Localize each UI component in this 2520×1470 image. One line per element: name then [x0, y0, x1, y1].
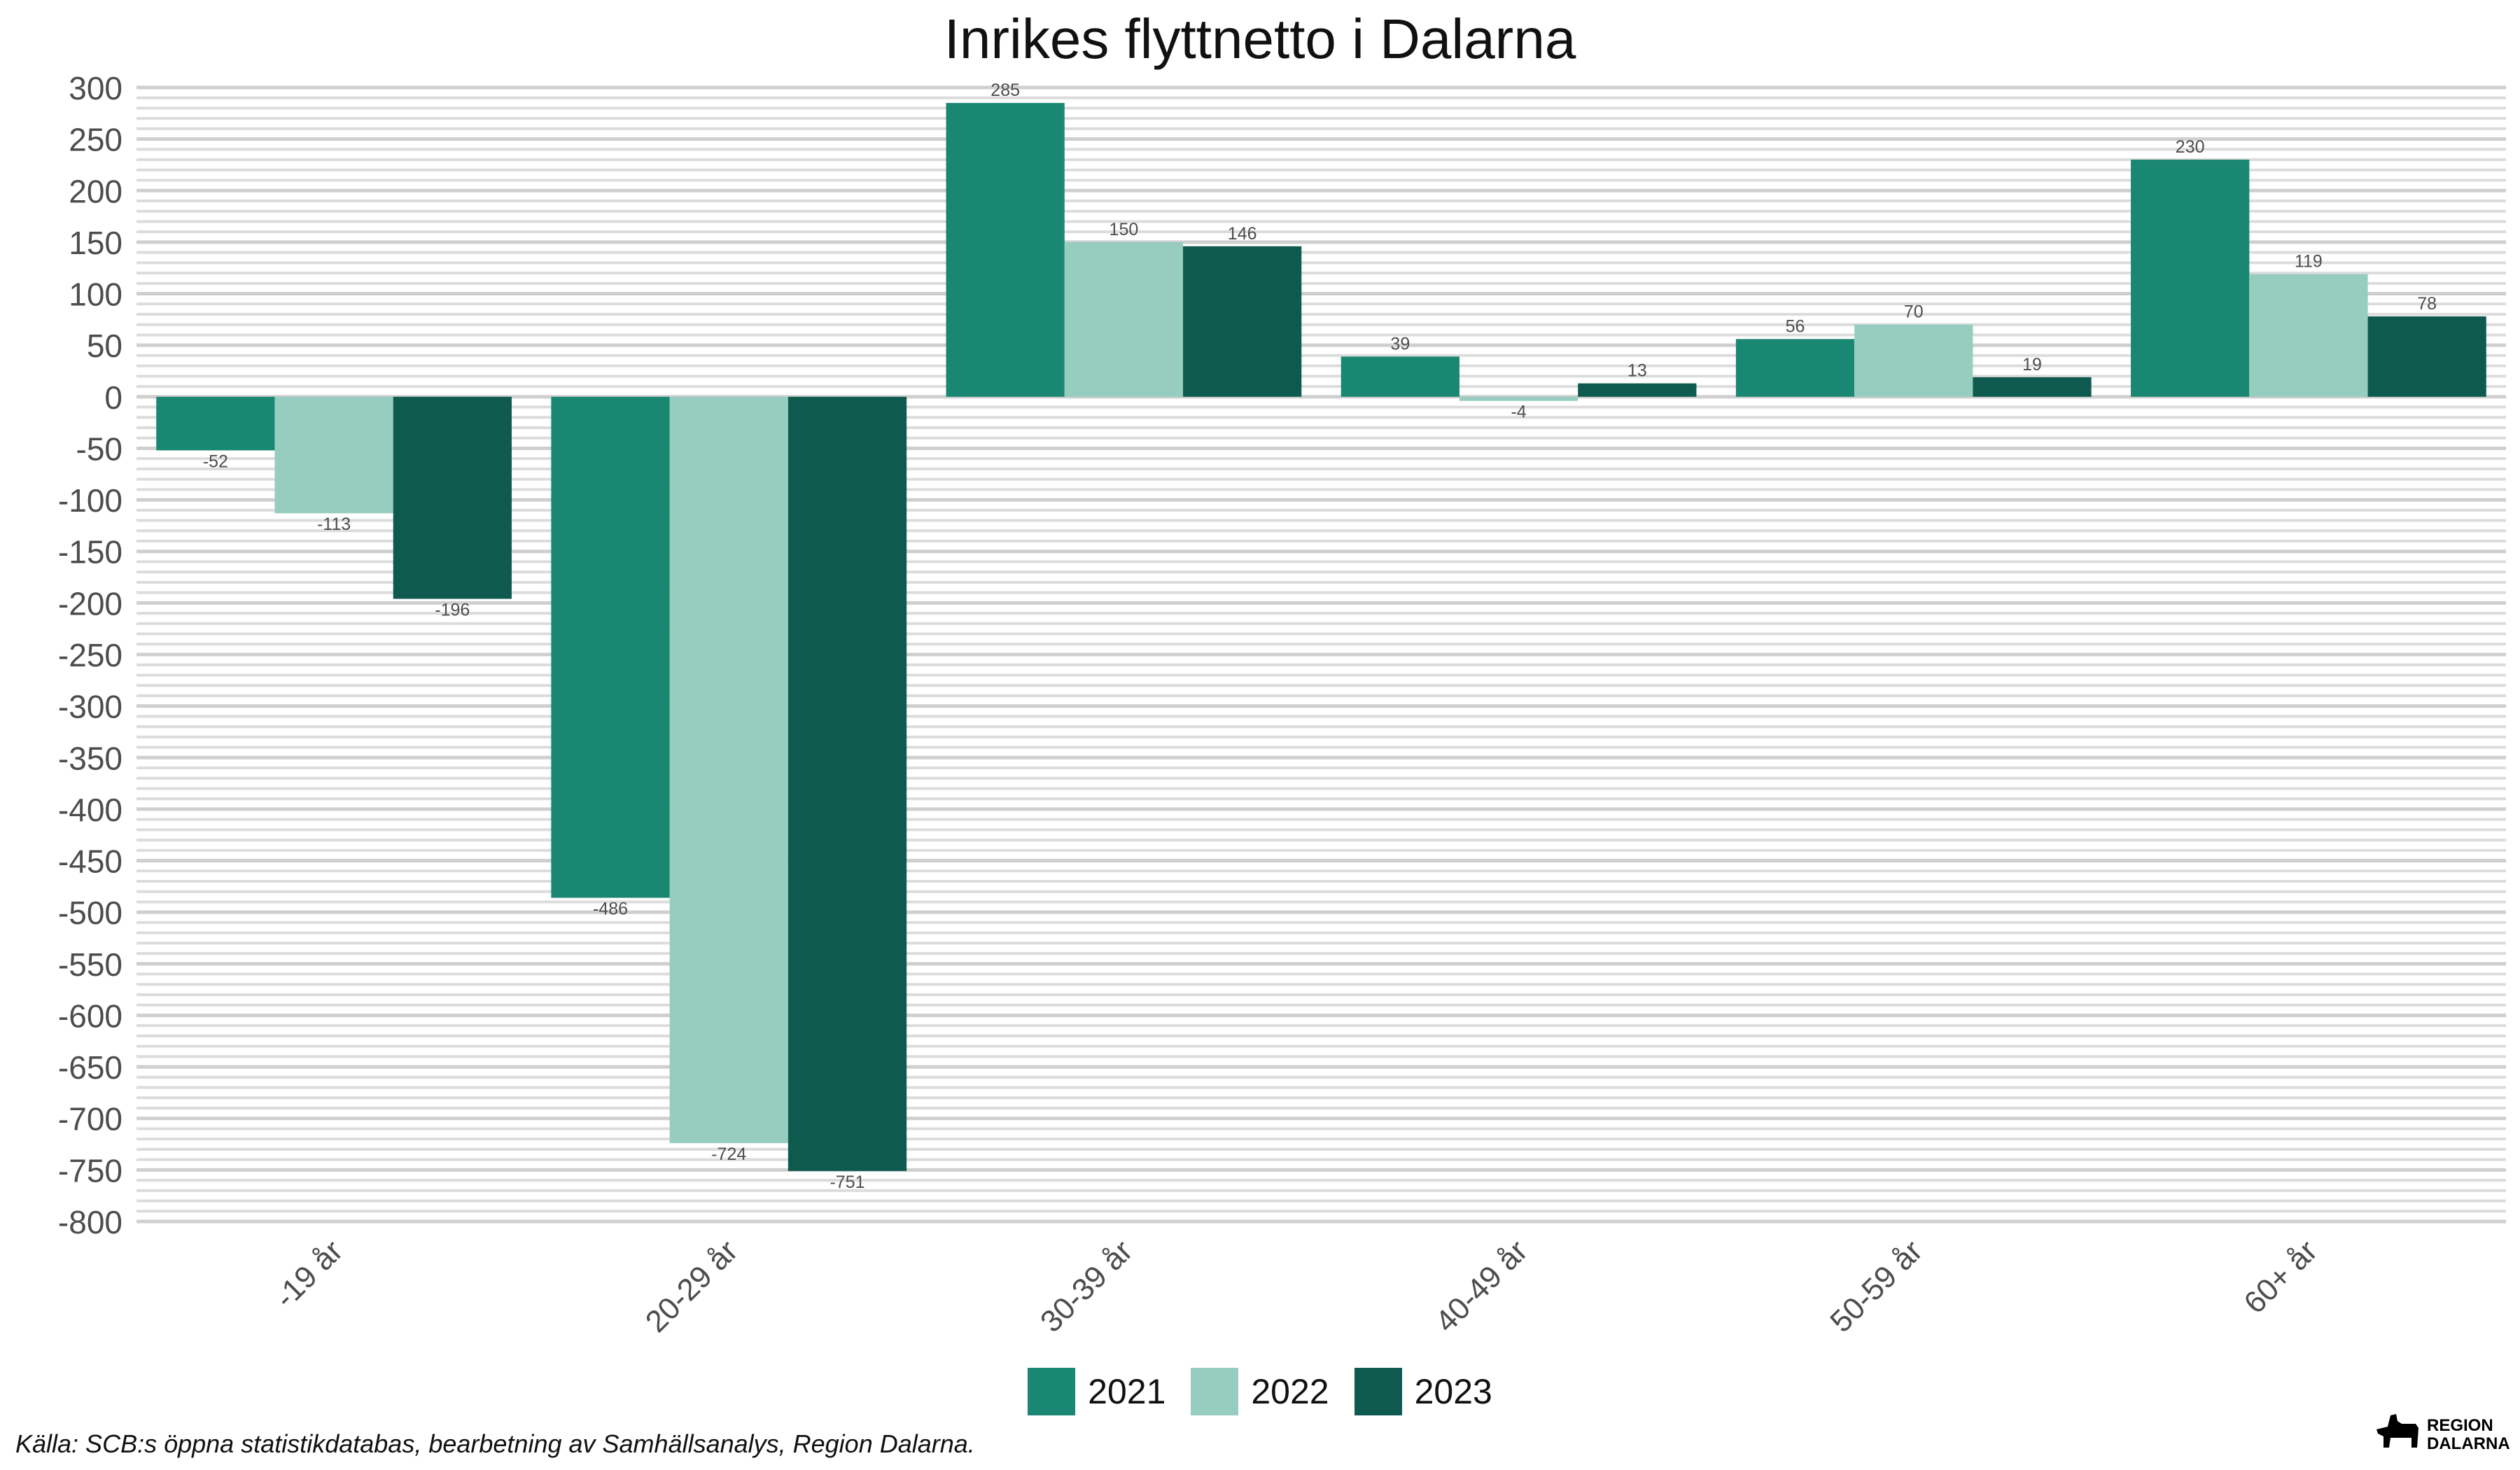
bar: [1854, 324, 1973, 397]
y-tick-label: -600: [58, 997, 122, 1034]
y-tick-label: 50: [87, 328, 122, 364]
data-label: 13: [1628, 361, 1647, 381]
data-label: -113: [317, 514, 351, 534]
region-dalarna-logo: REGION DALARNA: [2370, 1407, 2510, 1463]
legend-label: 2023: [1414, 1372, 1492, 1411]
bar: [274, 396, 393, 514]
y-tick-label: -350: [58, 740, 122, 776]
y-tick-label: -800: [58, 1204, 122, 1240]
bar: [393, 396, 512, 599]
y-tick-label: -550: [58, 946, 122, 983]
logo-text-dalarna: DALARNA: [2427, 1434, 2510, 1453]
dala-horse-icon: [2376, 1414, 2418, 1448]
data-label: 230: [2176, 137, 2205, 157]
data-label: 78: [2417, 294, 2437, 314]
bar: [1735, 339, 1855, 397]
bar: [1459, 396, 1578, 401]
y-tick-label: -700: [58, 1101, 122, 1138]
y-tick-label: -500: [58, 895, 122, 931]
source-caption: Källa: SCB:s öppna statistikdatabas, bea…: [15, 1429, 975, 1458]
x-tick-label: 60+ år: [2237, 1233, 2324, 1320]
bar: [2367, 316, 2486, 397]
y-tick-label: -100: [58, 482, 122, 519]
y-tick-label: -200: [58, 585, 122, 622]
y-tick-label: 150: [69, 225, 122, 261]
data-label: 146: [1228, 224, 1257, 244]
chart-title: Inrikes flyttnetto i Dalarna: [944, 8, 1576, 70]
legend-swatch: [1354, 1368, 1402, 1415]
bar: [788, 396, 907, 1171]
bar: [156, 396, 275, 451]
legend-swatch: [1191, 1368, 1239, 1415]
legend: 2021 2022 2023: [0, 1364, 2520, 1420]
data-label: 19: [2022, 355, 2042, 374]
y-tick-label: 300: [69, 70, 122, 106]
bar: [946, 103, 1065, 397]
data-label: 150: [1110, 220, 1139, 239]
legend-item: 2021: [1028, 1368, 1166, 1415]
data-label: 285: [990, 80, 1020, 100]
data-label: -52: [203, 451, 228, 471]
y-tick-label: -50: [76, 430, 122, 467]
bar: [1340, 356, 1460, 397]
bar: [551, 396, 670, 898]
y-tick-label: -650: [58, 1049, 122, 1086]
bar: [2249, 274, 2368, 397]
legend-item: 2023: [1354, 1368, 1492, 1415]
x-tick-label: -19 år: [268, 1233, 349, 1315]
data-label: -196: [435, 600, 470, 620]
x-tick-label: 50-59 år: [1823, 1233, 1929, 1339]
legend-label: 2022: [1251, 1372, 1329, 1411]
y-tick-label: 200: [69, 173, 122, 209]
bar: [1973, 377, 2092, 397]
data-label: 119: [2295, 252, 2323, 272]
y-tick-label: -450: [58, 844, 122, 880]
x-tick-label: 30-39 år: [1034, 1233, 1140, 1339]
bar: [1183, 246, 1302, 397]
y-tick-label: 0: [104, 379, 122, 416]
y-tick-label: -400: [58, 792, 122, 828]
legend-swatch: [1028, 1368, 1076, 1415]
data-label: 70: [1904, 302, 1924, 322]
x-tick-label: 20-29 år: [639, 1233, 745, 1339]
x-tick-label: 40-49 år: [1429, 1233, 1534, 1339]
y-tick-label: 250: [69, 122, 122, 158]
data-label: -4: [1511, 402, 1526, 422]
data-label: -486: [593, 899, 628, 919]
data-label: 56: [1786, 316, 1805, 336]
legend-item: 2022: [1191, 1368, 1329, 1415]
y-tick-label: -150: [58, 534, 122, 570]
data-label: -751: [830, 1172, 864, 1192]
y-tick-label: -750: [58, 1152, 122, 1189]
bar: [669, 396, 788, 1144]
bar: [2131, 160, 2250, 397]
data-label: 39: [1390, 334, 1410, 354]
logo-text-region: REGION: [2427, 1416, 2493, 1435]
data-label: -724: [711, 1144, 746, 1164]
bar: [1578, 383, 1697, 397]
legend-label: 2021: [1088, 1372, 1166, 1411]
bar: [1064, 241, 1184, 397]
y-tick-label: -250: [58, 637, 122, 673]
y-tick-label: -300: [58, 689, 122, 725]
y-tick-label: 100: [69, 276, 122, 313]
